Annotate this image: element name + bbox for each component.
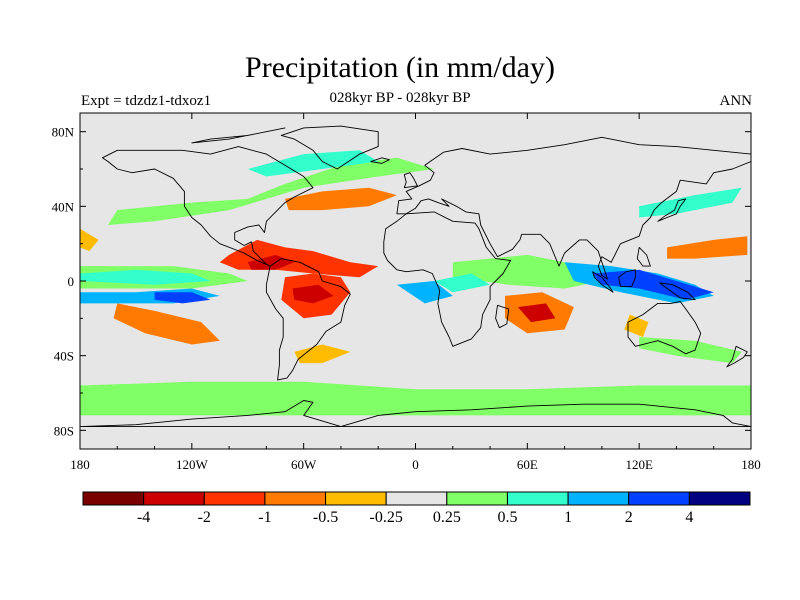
- colorbar-swatch: [143, 491, 205, 506]
- colorbar-swatch: [567, 491, 630, 506]
- coastline-africa: [383, 211, 512, 347]
- coastline-layer: [80, 125, 751, 428]
- precip-region-green-12: [452, 254, 602, 289]
- precip-region-cyan-17: [434, 273, 491, 293]
- y-tick-label: 40S: [54, 349, 74, 364]
- precip-region-blue-21: [592, 269, 714, 300]
- x-tick-label: 60E: [517, 457, 538, 472]
- x-tick-label: 60W: [291, 457, 317, 472]
- colorbar-label: 2: [625, 509, 633, 526]
- precip-region-yellow-7: [294, 344, 351, 364]
- precip-region-darkred-24: [292, 284, 334, 304]
- colorbar-swatch: [385, 491, 448, 506]
- x-tick-label: 120W: [176, 457, 209, 472]
- x-tick-label: 180: [741, 457, 761, 472]
- y-tick-label: 40N: [52, 199, 75, 214]
- colorbar-swatch: [506, 491, 569, 506]
- coastline-sri-lanka-taiwan-phil: [636, 246, 651, 267]
- precip-region-green-11: [108, 157, 435, 225]
- colorbar-label: -2: [198, 509, 211, 526]
- y-tick-label: 0: [68, 274, 75, 289]
- colorbar-swatch: [203, 491, 266, 506]
- colorbar-label: -0.25: [370, 509, 403, 526]
- x-tick-label: 0: [412, 457, 419, 472]
- coastline-eurasia: [396, 136, 751, 280]
- coastline-greenland: [280, 125, 379, 170]
- colorbar: -4 -2 -1 -0.5 -0.25 0.25 0.5 1 2 4: [82, 491, 751, 526]
- precip-region-green-9: [80, 381, 751, 416]
- coastline-new-zealand: [726, 345, 748, 368]
- precip-region-cyan-16: [639, 187, 742, 218]
- precip-region-cyan-14: [80, 269, 211, 285]
- coastline-north-america: [101, 146, 314, 267]
- precip-region-orange-2: [113, 303, 220, 345]
- precip-region-orange-5: [667, 236, 748, 259]
- x-tick-label: 180: [70, 457, 90, 472]
- colorbar-label: 0.5: [497, 509, 517, 526]
- precipitation-field-layer: [80, 150, 751, 416]
- coastline-australia: [627, 301, 702, 355]
- colorbar-label: -4: [137, 509, 150, 526]
- colorbar-swatch: [264, 491, 327, 506]
- coastline-south-america: [265, 258, 351, 381]
- colorbar-label: 1: [564, 509, 572, 526]
- plot-title: Precipitation (in mm/day): [245, 51, 555, 84]
- y-tick-label: 80S: [54, 423, 74, 438]
- precip-region-orange-4: [285, 187, 397, 211]
- x-tick-label: 120E: [625, 457, 653, 472]
- coastline-madagascar: [495, 304, 510, 329]
- precip-region-cyan-15: [247, 150, 379, 177]
- colorbar-swatch: [628, 491, 690, 506]
- plot-subtitle: 028kyr BP - 028kyr BP: [329, 90, 471, 106]
- y-tick-label: 80N: [52, 125, 75, 140]
- precip-region-blue-22: [154, 292, 211, 304]
- coastline-new-guinea: [659, 282, 696, 301]
- colorbar-label: -0.5: [313, 509, 338, 526]
- colorbar-swatch: [82, 491, 145, 506]
- coastline-antarctica: [80, 400, 751, 428]
- coastline-sumatra: [592, 271, 614, 293]
- colorbar-label: 4: [685, 509, 693, 526]
- colorbar-swatch: [446, 491, 508, 506]
- precip-region-yellow-6: [80, 228, 99, 252]
- colorbar-label: -1: [258, 509, 271, 526]
- season-label: ANN: [719, 93, 753, 109]
- colorbar-swatch: [688, 491, 751, 506]
- coastline-arctic-islands: [191, 127, 286, 144]
- coastline-british-isles: [403, 172, 418, 189]
- colorbar-label: 0.25: [433, 509, 461, 526]
- coastline-iceland: [370, 157, 390, 164]
- precip-region-yellow-8: [624, 314, 649, 337]
- x-axis: 180 120W 60W 0 60E 120E 180: [70, 113, 761, 472]
- y-axis: 80N 40N 0 40S 80S: [52, 125, 751, 438]
- precip-region-darkred-25: [518, 303, 556, 323]
- experiment-label: Expt = tdzdz1-tdxoz1: [81, 93, 212, 109]
- colorbar-swatch: [325, 491, 387, 506]
- coastline-borneo: [618, 269, 636, 288]
- coastline-japan: [657, 198, 687, 222]
